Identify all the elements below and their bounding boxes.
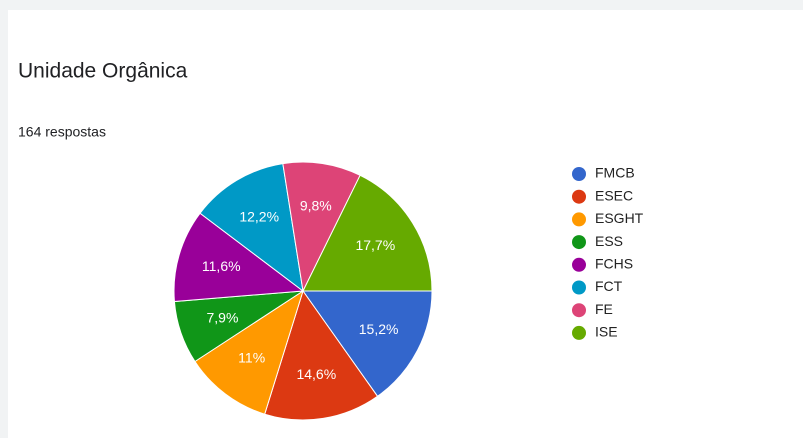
pie-slice (282, 161, 361, 293)
legend-label: FE (595, 301, 613, 317)
legend-swatch (572, 303, 586, 318)
slice-label: 11% (238, 350, 265, 366)
slice-label: 14,6% (296, 366, 336, 382)
legend-swatch (572, 325, 586, 340)
response-count: 164 respostas (18, 124, 106, 140)
slice-label: 7,9% (206, 309, 238, 325)
legend-swatch (572, 257, 586, 272)
chart-title: Unidade Orgânica (18, 60, 188, 83)
pie-slice (264, 289, 379, 421)
pie-slice (199, 163, 304, 293)
legend-label: ESEC (595, 187, 633, 203)
pie-slice (173, 212, 305, 303)
legend-label: FCHS (595, 256, 633, 272)
slice-label: 12,2% (239, 209, 279, 225)
pie-slice (302, 290, 433, 398)
legend-swatch (572, 189, 586, 204)
legend-label: ESS (595, 233, 623, 249)
legend-swatch (572, 167, 586, 181)
legend-label: ESGHT (595, 210, 644, 226)
slice-label: 15,2% (359, 321, 399, 337)
legend-label: ISE (595, 324, 618, 340)
legend-label: FCT (595, 278, 623, 294)
pie-slice (302, 174, 433, 292)
slice-label: 11,6% (202, 258, 241, 274)
legend-label: FMCB (595, 165, 635, 181)
slice-label: 9,8% (300, 198, 332, 214)
legend-swatch (572, 280, 586, 295)
legend-swatch (572, 235, 586, 250)
legend-swatch (572, 212, 586, 227)
slice-label: 17,7% (355, 237, 395, 253)
pie-slice (194, 289, 304, 415)
